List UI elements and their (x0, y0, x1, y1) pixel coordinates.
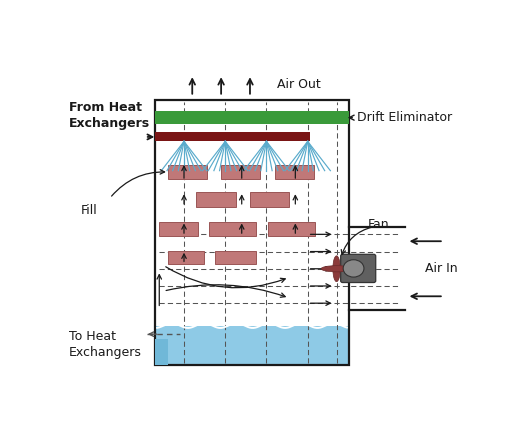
Bar (155, 339, 168, 365)
Text: Air In: Air In (425, 262, 458, 275)
Bar (275, 165, 314, 179)
Bar (159, 222, 198, 236)
Bar (268, 222, 315, 236)
Ellipse shape (321, 266, 352, 272)
Bar (196, 192, 236, 207)
Circle shape (343, 260, 364, 277)
Ellipse shape (333, 256, 340, 282)
Bar (250, 192, 289, 207)
Bar (155, 325, 349, 365)
Bar (155, 111, 349, 124)
Bar (155, 132, 310, 141)
Text: Fill: Fill (81, 204, 98, 217)
FancyBboxPatch shape (340, 254, 376, 283)
Bar (168, 165, 206, 179)
Bar (168, 250, 204, 264)
Bar (209, 222, 256, 236)
Bar (215, 250, 256, 264)
Text: Drift Eliminator: Drift Eliminator (357, 111, 452, 124)
Bar (221, 165, 260, 179)
Text: From Heat
Exchangers: From Heat Exchangers (69, 101, 149, 131)
Bar (155, 100, 349, 365)
Text: Air Out: Air Out (277, 78, 320, 91)
Text: Fan: Fan (368, 218, 389, 231)
Text: To Heat
Exchangers: To Heat Exchangers (69, 330, 142, 359)
